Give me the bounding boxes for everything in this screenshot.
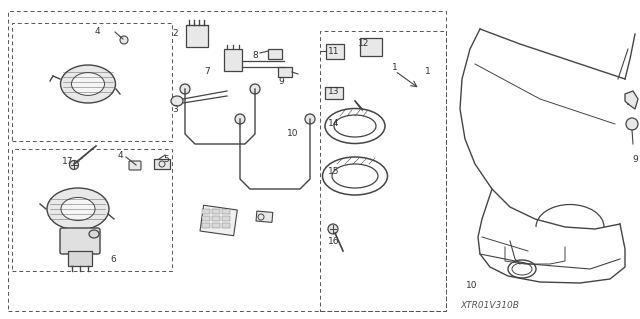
Bar — [12, 149, 172, 271]
Bar — [325, 87, 343, 99]
Text: 9: 9 — [278, 77, 284, 85]
Text: 4: 4 — [118, 152, 124, 160]
Bar — [256, 211, 273, 222]
Text: XTR01V310B: XTR01V310B — [461, 300, 520, 309]
Bar — [212, 223, 220, 228]
FancyBboxPatch shape — [60, 228, 100, 254]
Circle shape — [328, 224, 338, 234]
Bar — [268, 49, 282, 59]
Text: 13: 13 — [328, 86, 339, 95]
FancyBboxPatch shape — [129, 161, 141, 170]
Circle shape — [120, 36, 128, 44]
Bar — [186, 25, 208, 47]
Bar — [222, 223, 230, 228]
Bar — [68, 251, 92, 266]
Text: 7: 7 — [204, 66, 210, 76]
Bar — [326, 44, 344, 59]
Text: 15: 15 — [328, 167, 339, 175]
Ellipse shape — [61, 197, 95, 220]
Text: 11: 11 — [328, 47, 339, 56]
Ellipse shape — [89, 230, 99, 238]
Bar — [222, 209, 230, 214]
Circle shape — [250, 84, 260, 94]
Text: 5: 5 — [163, 154, 169, 164]
Bar — [202, 209, 210, 214]
Text: 6: 6 — [110, 255, 116, 263]
Bar — [222, 216, 230, 221]
Text: 10: 10 — [466, 280, 477, 290]
Text: 8: 8 — [252, 51, 258, 61]
Bar — [12, 23, 172, 141]
Ellipse shape — [171, 96, 183, 106]
Bar — [200, 205, 237, 236]
Text: 3: 3 — [172, 105, 178, 114]
Text: 4: 4 — [95, 26, 100, 35]
Circle shape — [235, 114, 245, 124]
Circle shape — [626, 118, 638, 130]
Bar — [320, 31, 446, 311]
Circle shape — [70, 160, 79, 169]
Text: 16: 16 — [328, 236, 339, 246]
Text: 9: 9 — [632, 154, 637, 164]
Ellipse shape — [61, 65, 115, 103]
Bar — [224, 49, 242, 71]
Text: 14: 14 — [328, 120, 339, 129]
Circle shape — [305, 114, 315, 124]
Bar — [278, 67, 292, 77]
Text: 1: 1 — [392, 63, 397, 71]
Bar — [212, 216, 220, 221]
Text: 2: 2 — [172, 29, 178, 39]
Bar — [212, 209, 220, 214]
Text: 17: 17 — [62, 157, 74, 166]
Circle shape — [180, 84, 190, 94]
Bar — [8, 11, 446, 311]
Ellipse shape — [47, 188, 109, 230]
Ellipse shape — [72, 73, 104, 95]
Text: 12: 12 — [358, 40, 369, 48]
Polygon shape — [625, 91, 638, 109]
Text: 1: 1 — [425, 66, 431, 76]
Bar — [360, 38, 382, 56]
Bar — [202, 216, 210, 221]
Bar — [202, 223, 210, 228]
Text: 10: 10 — [287, 130, 298, 138]
Bar — [154, 159, 170, 169]
